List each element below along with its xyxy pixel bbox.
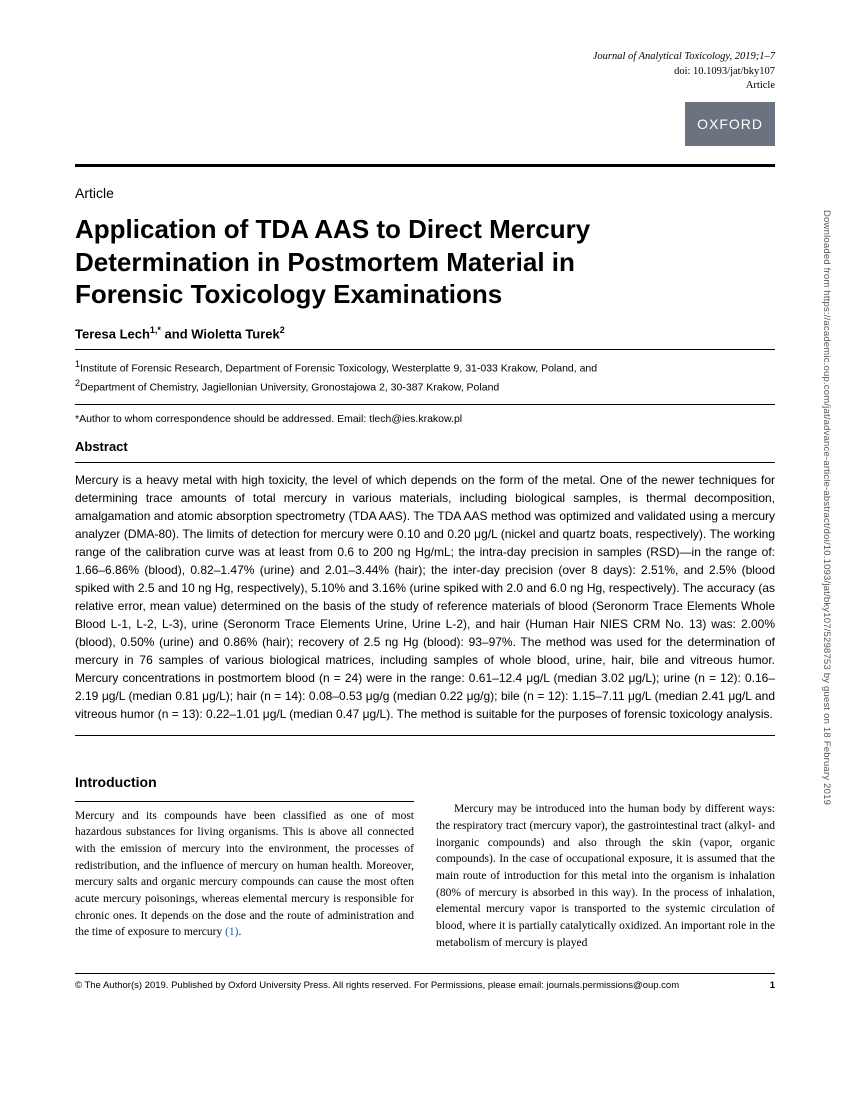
introduction-section: Introduction Mercury and its compounds h…: [75, 772, 775, 951]
author-1: Teresa Lech: [75, 326, 150, 341]
page-number: 1: [770, 980, 775, 991]
affiliations: 1Institute of Forensic Research, Departm…: [75, 358, 775, 397]
article-title: Application of TDA AAS to Direct Mercury…: [75, 213, 655, 311]
affiliations-rule: [75, 404, 775, 405]
author-2-sup: 2: [280, 325, 285, 335]
footer: © The Author(s) 2019. Published by Oxfor…: [75, 980, 775, 991]
authors: Teresa Lech1,* and Wioletta Turek2: [75, 325, 775, 341]
copyright-text: © The Author(s) 2019. Published by Oxfor…: [75, 980, 679, 991]
footer-rule: [75, 973, 775, 974]
affiliation-1: 1Institute of Forensic Research, Departm…: [75, 358, 775, 377]
article-label: Article: [75, 185, 775, 201]
intro-paragraph-1-tail: .: [239, 926, 242, 938]
download-attribution-sidebar: Downloaded from https://academic.oup.com…: [821, 210, 832, 805]
correspondence: *Author to whom correspondence should be…: [75, 413, 775, 425]
citation-link-1[interactable]: (1): [225, 926, 238, 938]
article-type-line: Article: [75, 79, 775, 94]
abstract-top-rule: [75, 462, 775, 463]
affiliation-2: 2Department of Chemistry, Jagiellonian U…: [75, 377, 775, 396]
author-2: Wioletta Turek: [191, 326, 280, 341]
author-1-sup: 1,*: [150, 325, 161, 335]
journal-line: Journal of Analytical Toxicology, 2019;1…: [75, 50, 775, 65]
intro-column-left: Introduction Mercury and its compounds h…: [75, 772, 414, 951]
header-meta: Journal of Analytical Toxicology, 2019;1…: [75, 50, 775, 94]
abstract-body: Mercury is a heavy metal with high toxic…: [75, 471, 775, 723]
intro-column-right: Mercury may be introduced into the human…: [436, 772, 775, 951]
abstract-heading: Abstract: [75, 439, 775, 454]
intro-heading-rule: [75, 801, 414, 802]
top-thick-rule: [75, 164, 775, 167]
author-separator: and: [161, 326, 191, 341]
authors-rule: [75, 349, 775, 350]
abstract-bottom-rule: [75, 735, 775, 736]
intro-paragraph-2: Mercury may be introduced into the human…: [436, 803, 775, 948]
intro-heading: Introduction: [75, 772, 414, 792]
intro-paragraph-1: Mercury and its compounds have been clas…: [75, 810, 414, 939]
doi-line: doi: 10.1093/jat/bky107: [75, 65, 775, 80]
publisher-badge: OXFORD: [685, 102, 775, 146]
